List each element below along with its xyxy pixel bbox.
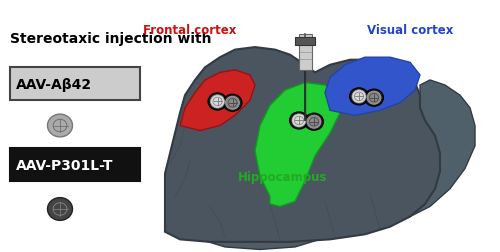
Ellipse shape	[208, 93, 227, 111]
Text: Visual cortex: Visual cortex	[367, 24, 453, 37]
Text: AAV-P301L-T: AAV-P301L-T	[16, 158, 114, 172]
Ellipse shape	[48, 198, 72, 220]
Polygon shape	[325, 58, 420, 116]
Ellipse shape	[307, 116, 321, 129]
Polygon shape	[165, 48, 440, 242]
Ellipse shape	[223, 95, 242, 112]
Ellipse shape	[292, 114, 306, 128]
Text: Stereotaxic injection with: Stereotaxic injection with	[10, 32, 211, 45]
Polygon shape	[180, 71, 255, 131]
Ellipse shape	[226, 97, 239, 110]
Ellipse shape	[364, 90, 384, 107]
Text: Frontal cortex: Frontal cortex	[144, 24, 236, 37]
Ellipse shape	[367, 92, 381, 105]
Ellipse shape	[350, 88, 368, 106]
FancyBboxPatch shape	[295, 38, 315, 45]
Text: Hippocampus: Hippocampus	[238, 170, 327, 183]
Polygon shape	[180, 214, 350, 249]
FancyBboxPatch shape	[299, 35, 312, 71]
Ellipse shape	[304, 114, 324, 131]
Ellipse shape	[48, 115, 72, 137]
FancyBboxPatch shape	[10, 149, 140, 181]
Polygon shape	[255, 83, 340, 207]
Ellipse shape	[210, 96, 224, 109]
Ellipse shape	[352, 90, 366, 104]
Text: AAV-Aβ42: AAV-Aβ42	[16, 77, 92, 91]
Polygon shape	[410, 81, 475, 217]
Ellipse shape	[290, 112, 308, 130]
FancyBboxPatch shape	[10, 68, 140, 101]
